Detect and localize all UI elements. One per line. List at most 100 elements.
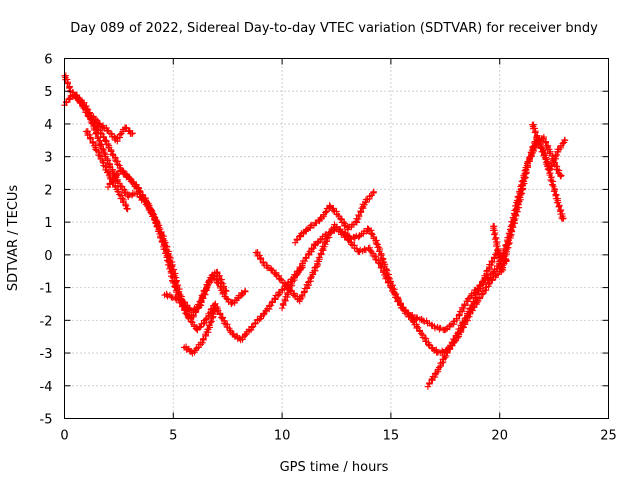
data-point (425, 341, 432, 348)
data-point (561, 137, 569, 144)
data-point (550, 182, 557, 190)
series-trace-7 (180, 306, 219, 357)
data-point (124, 205, 131, 213)
y-tick-label: -4 (40, 380, 53, 395)
data-point (268, 266, 275, 273)
data-point (461, 315, 468, 322)
data-point (523, 162, 531, 169)
data-point (184, 314, 192, 321)
data-point (454, 330, 461, 337)
chart-title: Day 089 of 2022, Sidereal Day-to-day VTE… (70, 21, 598, 36)
data-point (100, 134, 107, 141)
y-tick-label: -1 (40, 282, 53, 297)
axis-ticks: 0 5 10 15 20 25 -5 -4 -3 -2 -1 0 1 2 3 4 5 6 (40, 53, 617, 444)
data-point (301, 257, 309, 265)
y-tick-label: 2 (44, 183, 52, 198)
data-point (147, 205, 154, 213)
data-point (238, 289, 245, 297)
data-point (322, 240, 329, 248)
data-point (215, 274, 223, 282)
data-point (267, 302, 275, 309)
data-point (150, 213, 157, 220)
data-point (506, 239, 513, 247)
data-point (539, 148, 547, 156)
series-trace-13 (529, 121, 569, 173)
data-point (443, 352, 450, 360)
data-point (558, 172, 565, 179)
data-point (116, 131, 124, 138)
data-point (94, 125, 101, 133)
data-point (310, 245, 317, 252)
y-tick-label: 6 (44, 53, 52, 68)
data-point (370, 189, 377, 196)
y-tick-label: 4 (44, 118, 52, 133)
data-point (443, 349, 451, 356)
data-point (525, 154, 533, 162)
data-point (520, 178, 527, 185)
data-point (357, 207, 364, 215)
data-point (302, 254, 309, 262)
data-point (211, 307, 218, 314)
data-point (104, 157, 111, 164)
data-point (96, 152, 103, 159)
data-point (128, 130, 136, 137)
data-point (479, 278, 486, 285)
data-series (61, 72, 569, 390)
data-point (241, 287, 249, 295)
data-point (383, 275, 391, 282)
data-point (154, 222, 162, 229)
data-point (187, 318, 195, 325)
y-tick-label: 3 (44, 151, 52, 166)
series-trace-11 (424, 247, 510, 390)
data-point (550, 188, 558, 195)
x-tick-label: 25 (600, 429, 617, 444)
x-tick-label: 0 (60, 429, 68, 444)
data-point (114, 188, 122, 195)
series-trace-6 (161, 268, 230, 314)
y-tick-label: -2 (40, 314, 53, 329)
data-point (143, 198, 150, 205)
data-point (158, 231, 166, 239)
data-point (202, 316, 210, 323)
series-trace-10 (278, 133, 565, 334)
data-point (169, 263, 176, 270)
plot-frame (64, 58, 609, 419)
data-point (104, 168, 112, 175)
data-point (555, 203, 562, 211)
y-axis-label: SDTVAR / TECUs (6, 185, 21, 292)
data-point (494, 247, 501, 254)
y-tick-label: -3 (40, 347, 53, 362)
data-point (113, 135, 121, 142)
data-point (129, 130, 136, 137)
data-point (455, 311, 463, 318)
data-point (502, 255, 509, 263)
x-tick-label: 10 (274, 429, 291, 444)
data-point (322, 209, 329, 216)
data-point (65, 84, 73, 92)
data-point (534, 132, 541, 140)
data-point (330, 226, 337, 234)
data-point (203, 282, 211, 290)
data-point (87, 116, 94, 123)
data-point (278, 304, 286, 312)
data-point (223, 295, 230, 302)
data-point (228, 300, 235, 308)
data-point (559, 215, 567, 223)
data-point (495, 245, 502, 253)
data-point (111, 156, 119, 164)
y-tick-label: 0 (44, 249, 52, 264)
data-point (119, 195, 126, 202)
x-axis-label: GPS time / hours (280, 460, 389, 475)
data-point (210, 272, 218, 279)
x-tick-label: 5 (169, 429, 177, 444)
data-point (344, 235, 351, 243)
data-point (559, 140, 566, 147)
data-point (377, 260, 384, 267)
data-point (101, 149, 108, 157)
series-trace-5 (104, 167, 162, 229)
data-point (548, 181, 556, 189)
data-point (560, 215, 567, 222)
data-point (196, 324, 203, 331)
series-trace-9 (291, 188, 377, 246)
